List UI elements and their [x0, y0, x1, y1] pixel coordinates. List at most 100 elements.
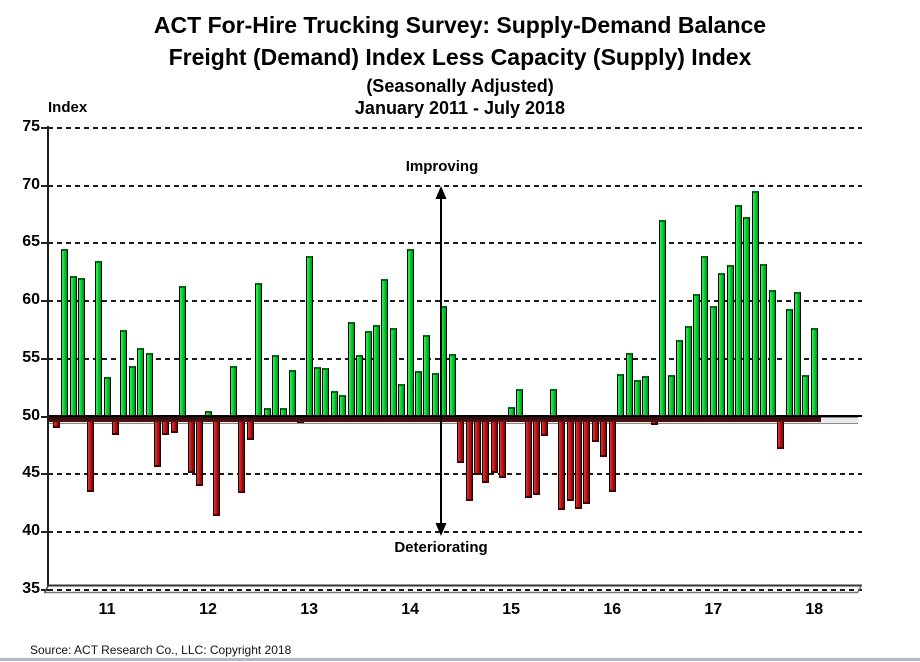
bar-Jan-17: [659, 220, 667, 417]
bar-Mar-11: [69, 275, 77, 417]
bar-Apr-16: [583, 416, 591, 505]
y-tick-label-55: 55: [22, 348, 40, 366]
bar-Jan-12: [154, 416, 162, 468]
y-tick-label-65: 65: [22, 233, 40, 251]
y-tick-35: [41, 588, 48, 591]
y-tick-label-60: 60: [22, 291, 40, 309]
bar-Sep-15: [524, 416, 532, 499]
bar-Mar-17: [676, 340, 684, 417]
y-axis-title: Index: [48, 99, 88, 116]
bar-Nov-13: [339, 394, 347, 417]
bar-Dec-17: [751, 191, 759, 417]
bar-Jan-13: [255, 282, 263, 417]
gridline-70: [48, 184, 862, 187]
bar-Mar-15: [474, 416, 481, 476]
chart-title-line2: Freight (Demand) Index Less Capacity (Su…: [168, 44, 752, 70]
bar-Nov-12: [238, 416, 246, 493]
bar-Jan-14: [356, 355, 364, 417]
baseline-strip: [48, 415, 821, 422]
bar-Jan-15: [457, 416, 465, 463]
bar-May-15: [490, 416, 498, 474]
y-tick-75: [41, 127, 48, 129]
bar-Nov-17: [743, 216, 751, 417]
bar-Feb-11: [61, 249, 69, 417]
bar-Jun-14: [398, 384, 406, 417]
y-tick-45: [41, 473, 48, 476]
bar-Apr-17: [684, 326, 692, 417]
chart-title-line1: ACT For-Hire Trucking Survey: Supply-Dem…: [153, 12, 767, 38]
bar-Nov-16: [642, 376, 650, 417]
annotation-improving: Improving: [405, 158, 479, 175]
y-tick-55: [41, 357, 48, 360]
y-tick-label-75: 75: [22, 118, 40, 135]
gridline-35: [48, 588, 862, 591]
y-tick-label-35: 35: [22, 579, 40, 597]
bar-Jun-17: [701, 256, 709, 417]
bar-Nov-11: [137, 348, 145, 417]
bar-Jan-16: [558, 416, 566, 510]
bar-Aug-12: [212, 416, 220, 516]
bar-Jun-12: [196, 416, 204, 486]
bar-Dec-15: [549, 388, 557, 417]
y-tick-60: [41, 300, 48, 303]
bar-Aug-13: [314, 366, 322, 417]
bar-May-18: [793, 291, 801, 417]
bar-Sep-14: [423, 334, 431, 417]
y-tick-65: [41, 242, 48, 245]
bar-Apr-14: [381, 279, 389, 417]
source-note: Source: ACT Research Co., LLC: Copyright…: [30, 643, 292, 657]
bar-Oct-12: [229, 365, 237, 417]
y-tick-70: [41, 184, 48, 187]
bar-Apr-15: [482, 416, 490, 484]
gridline-45: [48, 473, 862, 476]
annotation-deteriorating: Deteriorating: [394, 539, 488, 556]
y-tick-40: [41, 530, 48, 533]
bar-Aug-14: [415, 371, 423, 417]
bar-Sep-11: [120, 329, 128, 417]
x-year-label-16: 16: [603, 601, 622, 618]
bar-Jul-14: [406, 249, 414, 417]
chart-subtitle-seasonal: (Seasonally Adjusted): [366, 76, 554, 96]
y-tick-label-40: 40: [22, 521, 40, 539]
chart-date-range: January 2011 - July 2018: [354, 98, 566, 118]
bar-Jul-13: [305, 256, 313, 417]
bar-Aug-15: [516, 388, 524, 417]
bar-Dec-14: [448, 354, 456, 417]
bar-Apr-12: [179, 286, 187, 417]
bar-Feb-18: [768, 289, 776, 417]
bar-Mar-14: [372, 325, 380, 417]
bar-Jun-16: [600, 416, 608, 457]
bar-Dec-13: [347, 321, 355, 417]
bar-Oct-14: [431, 372, 439, 417]
bar-Feb-15: [465, 416, 473, 501]
bar-Mar-13: [271, 355, 279, 417]
x-year-label-18: 18: [805, 601, 824, 618]
bar-Aug-16: [617, 373, 625, 417]
bar-Jun-15: [499, 416, 507, 478]
bar-Sep-13: [322, 368, 330, 417]
bar-May-12: [187, 416, 195, 474]
bar-Jul-17: [709, 305, 717, 417]
baseline-50-line: [48, 415, 862, 417]
y-tick-label-50: 50: [22, 406, 40, 424]
bar-May-11: [86, 416, 94, 492]
x-year-label-11: 11: [98, 601, 116, 618]
bar-Oct-13: [330, 391, 338, 417]
bar-Jul-18: [810, 327, 818, 417]
gridline-60: [48, 300, 862, 303]
bar-Oct-11: [128, 365, 136, 417]
bar-Jul-16: [608, 416, 616, 492]
bar-Mar-16: [575, 416, 583, 509]
bar-Nov-14: [440, 305, 448, 417]
bar-Jun-18: [802, 374, 810, 417]
bar-Aug-17: [718, 273, 726, 417]
bar-Apr-18: [785, 309, 793, 417]
x-year-label-14: 14: [401, 601, 420, 618]
bar-Dec-11: [145, 353, 153, 417]
bar-Feb-14: [364, 331, 372, 417]
page-bottom-border: [0, 658, 920, 661]
bar-May-14: [389, 327, 397, 417]
x-year-label-12: 12: [199, 601, 217, 618]
gridline-75: [48, 127, 862, 129]
